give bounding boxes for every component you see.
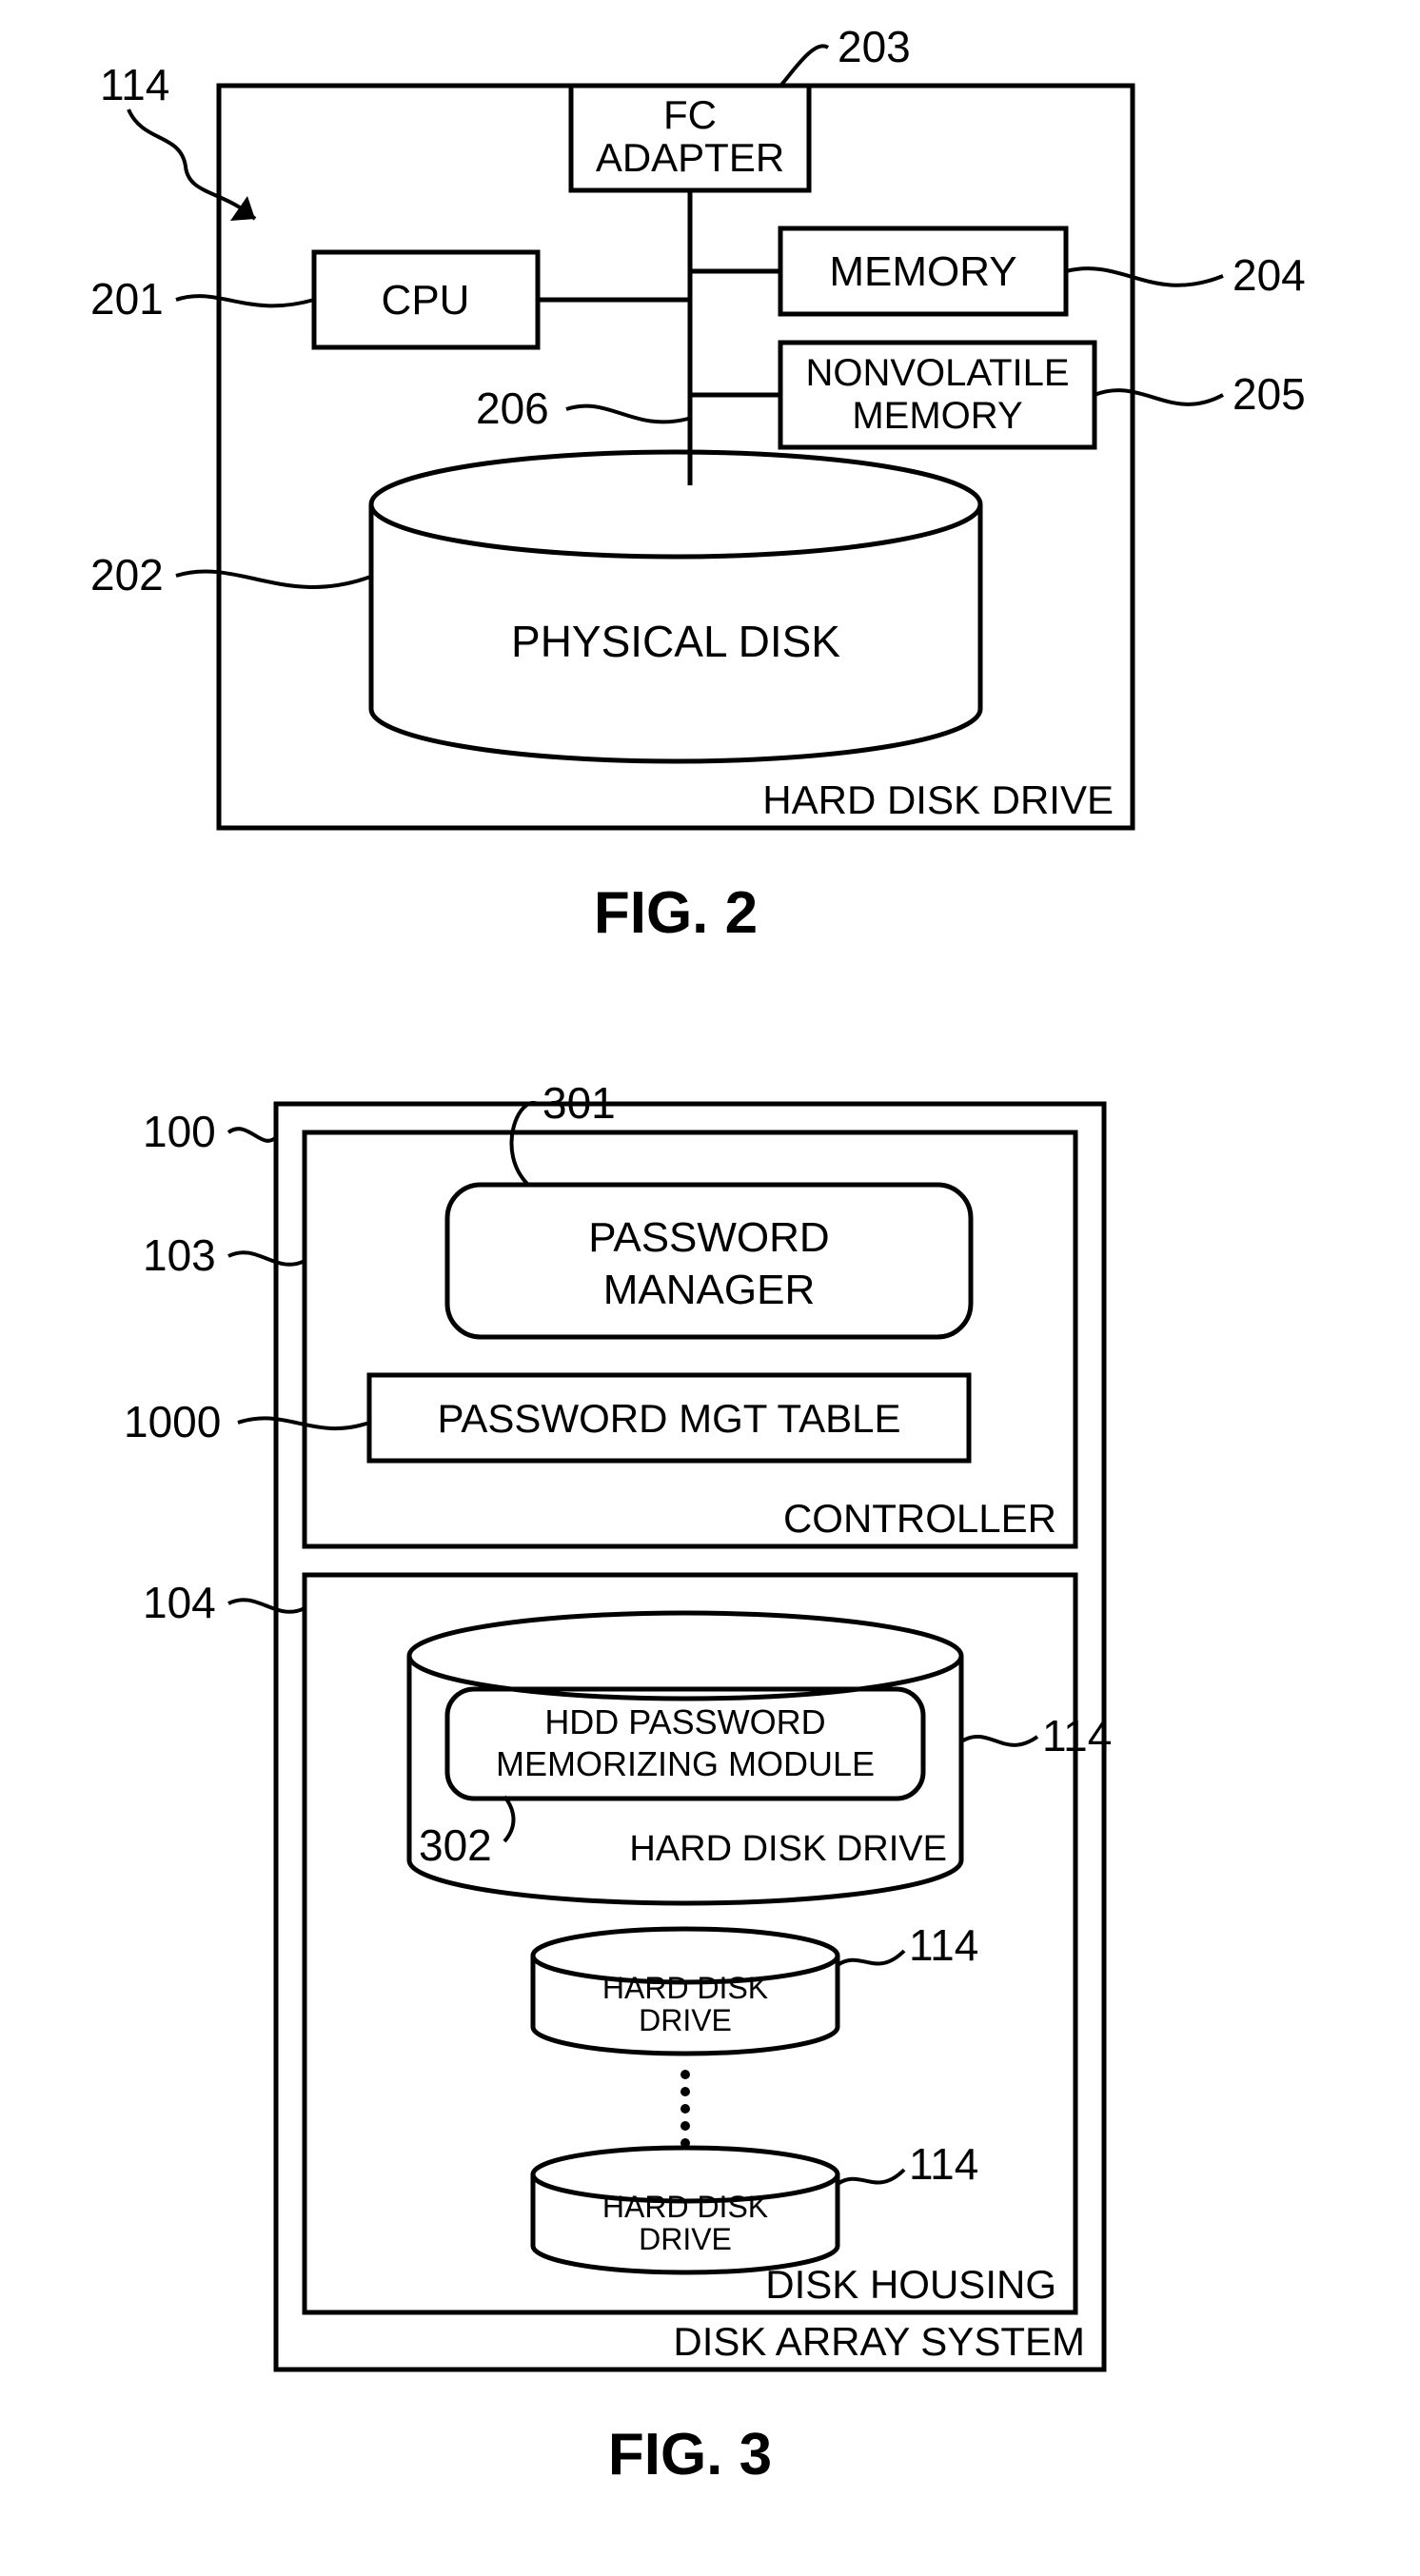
fig2-bus — [538, 190, 780, 485]
ref-204: 204 — [1066, 250, 1306, 300]
big-hdd: HARD DISK DRIVE HDD PASSWORD MEMORIZING … — [409, 1613, 961, 1903]
svg-text:1000: 1000 — [124, 1397, 221, 1446]
ref-1000: 1000 — [124, 1397, 369, 1446]
fig2: HARD DISK DRIVE FC ADAPTER CPU MEMORY NO… — [90, 22, 1306, 946]
small-hdd-1: HARD DISK DRIVE — [533, 1929, 838, 2054]
hdd-module-l1: HDD PASSWORD — [544, 1702, 825, 1741]
svg-text:114: 114 — [909, 2139, 978, 2189]
svg-text:302: 302 — [419, 1820, 492, 1870]
fig2-container-label: HARD DISK DRIVE — [762, 777, 1114, 822]
disk-housing-label: DISK HOUSING — [765, 2262, 1056, 2307]
nvmem-l1: NONVOLATILE — [805, 352, 1069, 394]
cpu-text: CPU — [382, 277, 470, 324]
fc-adapter-l2: ADAPTER — [596, 135, 784, 180]
hdd-module-l2: MEMORIZING MODULE — [496, 1744, 875, 1783]
ref-114-s1: 114 — [838, 1920, 978, 1970]
memory-text: MEMORY — [829, 248, 1016, 295]
small-hdd1-l1: HARD DISK — [602, 1971, 768, 2005]
ref-203: 203 — [780, 22, 911, 86]
nvmem-l2: MEMORY — [852, 395, 1022, 437]
fig3-caption: FIG. 3 — [608, 2422, 772, 2488]
cpu-box: CPU — [314, 252, 538, 347]
svg-text:204: 204 — [1233, 250, 1306, 300]
svg-text:202: 202 — [90, 550, 164, 600]
password-manager: PASSWORD MANAGER — [447, 1185, 971, 1337]
pwd-tbl-text: PASSWORD MGT TABLE — [438, 1396, 901, 1441]
fig2-caption: FIG. 2 — [594, 880, 758, 946]
big-hdd-label: HARD DISK DRIVE — [629, 1829, 947, 1869]
controller-label: CONTROLLER — [783, 1496, 1056, 1541]
ref-114-s2: 114 — [838, 2139, 978, 2189]
nvmem-box: NONVOLATILE MEMORY — [780, 343, 1095, 447]
svg-text:205: 205 — [1233, 369, 1306, 419]
small-hdd2-l1: HARD DISK — [602, 2190, 768, 2224]
small-hdd2-l2: DRIVE — [639, 2222, 732, 2256]
ref-114-big: 114 — [961, 1711, 1112, 1760]
pwd-mgr-l2: MANAGER — [603, 1267, 815, 1313]
fc-adapter-box: FC ADAPTER — [571, 86, 809, 190]
fig3: DISK ARRAY SYSTEM CONTROLLER PASSWORD MA… — [124, 1078, 1112, 2488]
svg-text:114: 114 — [909, 1920, 978, 1970]
ref-202: 202 — [90, 550, 373, 600]
fc-adapter-l1: FC — [663, 92, 717, 137]
ref-100: 100 — [143, 1107, 276, 1156]
svg-text:206: 206 — [476, 383, 549, 433]
memory-box: MEMORY — [780, 228, 1066, 314]
physical-disk: PHYSICAL DISK — [371, 452, 980, 761]
hdd-ellipsis — [680, 2070, 690, 2148]
ref-104: 104 — [143, 1578, 305, 1627]
ref-114: 114 — [100, 60, 169, 109]
fig2-container — [219, 86, 1133, 828]
svg-text:301: 301 — [542, 1078, 616, 1128]
disk-text: PHYSICAL DISK — [511, 617, 840, 666]
svg-text:201: 201 — [90, 274, 164, 324]
svg-text:103: 103 — [143, 1230, 216, 1280]
svg-text:100: 100 — [143, 1107, 216, 1156]
small-hdd-2: HARD DISK DRIVE — [533, 2148, 838, 2272]
password-mgt-table: PASSWORD MGT TABLE — [369, 1375, 969, 1461]
ref-206: 206 — [476, 383, 688, 433]
svg-text:203: 203 — [838, 22, 911, 71]
fig3-outer-label: DISK ARRAY SYSTEM — [673, 2319, 1085, 2364]
ref-302: 302 — [419, 1797, 513, 1870]
diagram-canvas: HARD DISK DRIVE FC ADAPTER CPU MEMORY NO… — [0, 0, 1420, 2576]
pwd-mgr-l1: PASSWORD — [588, 1214, 829, 1261]
ref-201: 201 — [90, 274, 314, 324]
svg-text:114: 114 — [1042, 1711, 1112, 1760]
svg-text:104: 104 — [143, 1578, 216, 1627]
ref-205: 205 — [1095, 369, 1306, 419]
small-hdd1-l2: DRIVE — [639, 2003, 732, 2037]
ref-103: 103 — [143, 1230, 305, 1280]
